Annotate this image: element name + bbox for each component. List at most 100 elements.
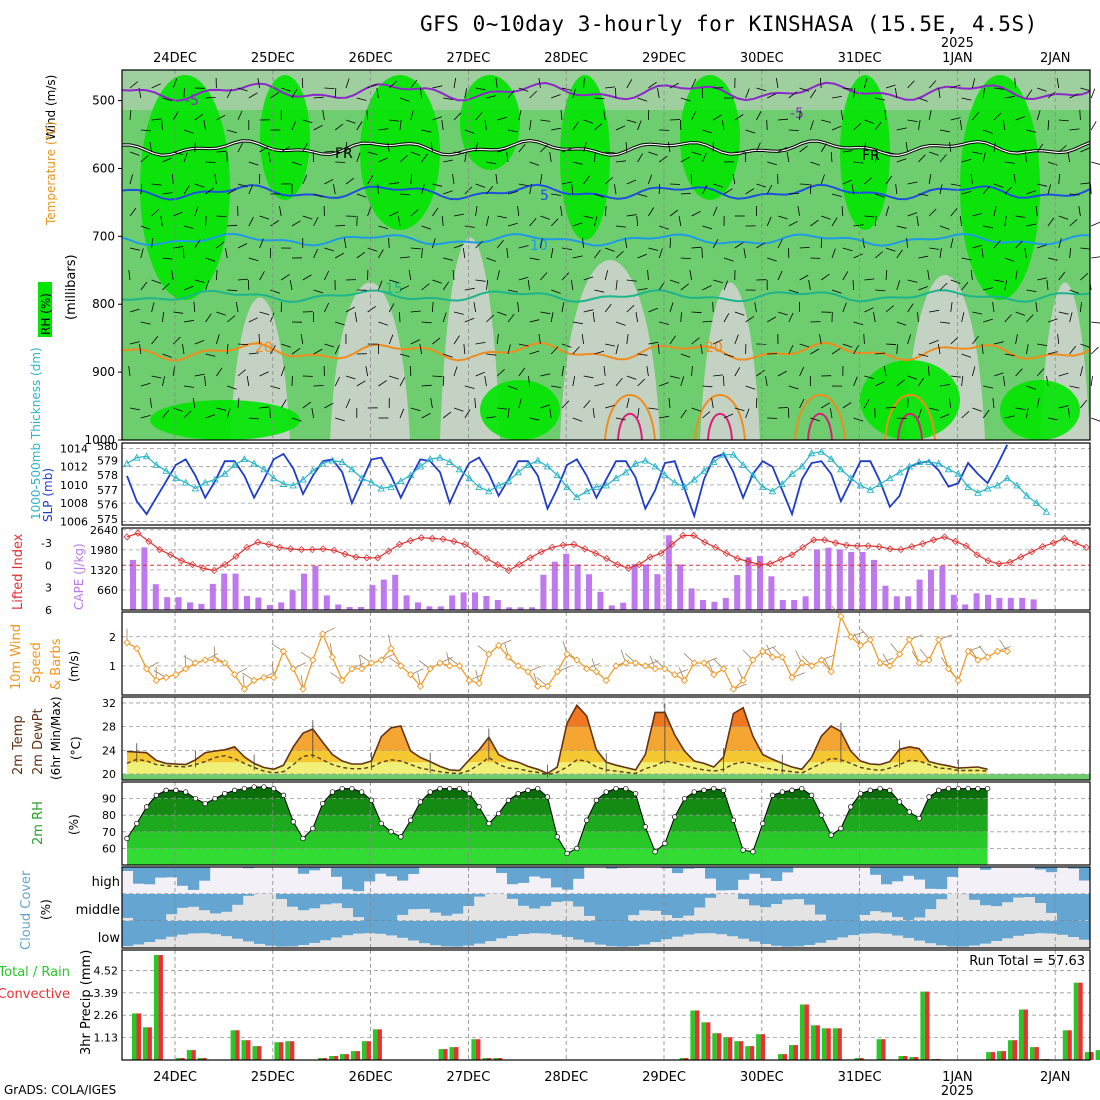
wind-barb [549,152,552,163]
rh-moist-region [680,75,740,200]
wind-barb [421,129,432,133]
wind-barb [183,185,190,195]
rh2m-marker [554,834,560,840]
wind-barb [1015,240,1023,249]
cape-bar [859,552,866,610]
rh2m-marker [271,785,277,792]
wind-speed-marker [377,656,385,664]
wind-speed-marker [240,685,248,693]
wind-barb [863,333,865,345]
wind-barb [452,174,455,185]
wind-barb [583,400,591,409]
thickness-marker [622,468,630,476]
cape-bar [563,553,570,610]
wind-barb [1091,221,1100,227]
wind-speed-marker [612,662,620,670]
wind-barb [529,120,532,131]
wind-barb [929,151,939,156]
precip-total-bar [997,1051,1002,1060]
wind-speed-marker [984,653,992,661]
wind-barb [205,187,214,195]
wind-barb [701,247,703,259]
wind-barb [993,112,1002,121]
cape-bar [529,607,535,610]
top-year-label: 2025 [941,36,974,51]
rh2m-marker [525,787,531,793]
wind-speed-marker [739,676,747,685]
rh2m-marker [916,815,922,822]
temp-tick-label: 28 [102,721,116,734]
wind-barb [507,129,518,133]
wind-barb [259,311,270,316]
cloud-bar [364,921,376,934]
wind-speed-marker [905,636,914,644]
wind-barb [853,161,864,164]
wind-barb [324,150,335,153]
rh-moist-region [1000,380,1080,440]
wind-barb [237,343,249,346]
rh2m-marker [906,809,913,815]
cloud-bar [892,867,904,882]
wind-barb [637,120,642,131]
thickness-marker [798,462,806,470]
precip-convective-bar [147,1027,152,1060]
bottom-year-label: 2025 [941,1084,974,1099]
thickness-marker [807,449,816,457]
cloud-bar [1079,894,1091,921]
thickness-marker [749,471,757,479]
wind-barb [205,414,216,419]
rh2m-marker [319,800,326,807]
wind-barb [270,289,281,294]
wind-speed-marker [631,659,640,667]
wind-barb [1047,217,1055,227]
cloud-bar [441,921,453,947]
pressure-axis-label: (millibars) [64,254,79,320]
cloud-bar [419,921,431,944]
wind-barb [961,312,965,323]
wind-barb [453,112,462,121]
thickness-marker [768,487,777,495]
lifted-index-marker [439,535,447,543]
precip-convective-bar [497,1058,503,1060]
cloud-bar [782,867,794,873]
wind-speed-marker [837,612,845,621]
wind-barb [702,184,708,195]
wind-barb [1080,247,1091,250]
credit-label: GrADS: COLA/IGES [4,1083,117,1097]
cloud-bar [705,894,717,898]
wind-barb [702,152,707,163]
rh2m-marker [388,829,394,835]
wind-barb [324,343,335,348]
wind-barb [1026,314,1034,323]
wind-speed-marker [191,659,200,667]
wind-barb [1047,318,1058,323]
wind-barb [540,119,551,122]
rh2m-marker [662,840,668,847]
wind-barb [972,78,976,89]
wind-barb [507,289,518,293]
wind-barb [993,183,1004,188]
wind-barb [335,252,345,259]
wind-barb [410,79,418,89]
wind-barb [129,81,138,89]
rh2m-marker [398,834,404,840]
wind-barb [389,182,400,185]
wind-barb [950,375,961,378]
cape-bar [152,584,159,610]
wind-barb [399,408,405,419]
li-tick-label: -3 [41,537,52,550]
wind-barb [615,417,626,421]
cloud-bar [551,867,563,888]
wind-barb [162,353,172,358]
wind-barb [883,366,887,377]
wind-barb [743,248,746,259]
wind-barb [388,334,394,345]
cloud-bar [221,894,233,912]
cape-bar [437,606,444,610]
wind-barb [1078,206,1081,217]
wind-barb [518,276,529,281]
precip-total-bar [493,1058,498,1060]
precip-total-bar [1062,1030,1068,1060]
wind-barb [378,249,384,259]
wind-barb [961,257,972,261]
